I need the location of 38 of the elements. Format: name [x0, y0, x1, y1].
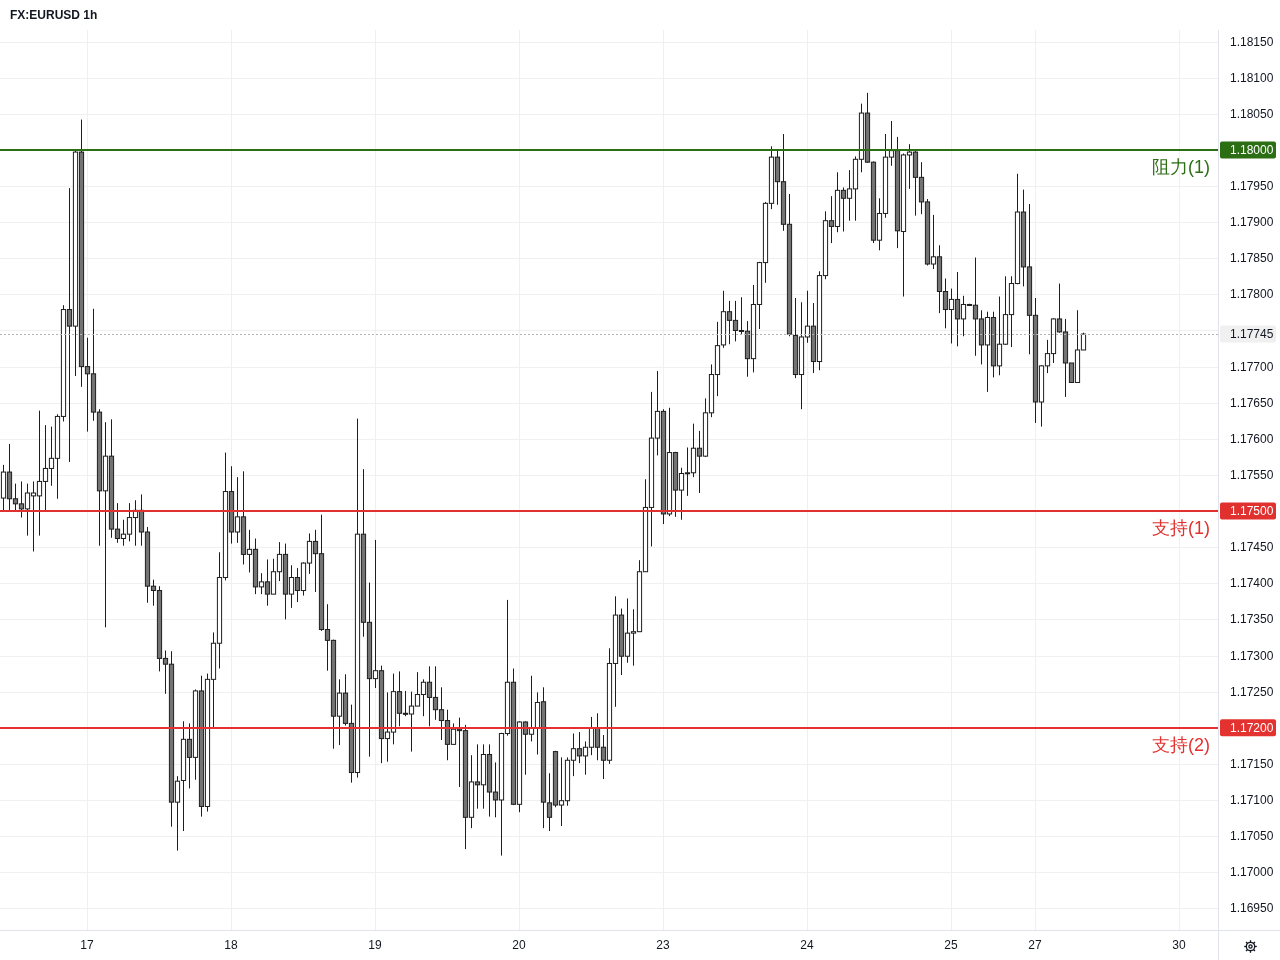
- y-tick-label: 1.17400: [1230, 576, 1274, 591]
- y-tick-label: 1.17150: [1230, 756, 1274, 771]
- y-tick-label: 1.17700: [1230, 359, 1274, 374]
- y-tick-label: 1.17745: [1230, 327, 1274, 342]
- x-tick-label: 18: [224, 938, 238, 952]
- y-tick-label: 1.17450: [1230, 540, 1274, 555]
- x-tick-label: 24: [800, 938, 814, 952]
- x-tick-label: 17: [80, 938, 94, 952]
- y-tick-label: 1.17350: [1230, 612, 1274, 627]
- x-tick-label: 23: [656, 938, 670, 952]
- y-tick-label: 1.17550: [1230, 467, 1274, 482]
- y-tick-label: 1.16950: [1230, 901, 1274, 916]
- x-tick-label: 27: [1028, 938, 1042, 952]
- y-tick-label: 1.18050: [1230, 106, 1274, 121]
- reference-label: 支持(2): [1152, 734, 1210, 755]
- x-tick-label: 19: [368, 938, 382, 952]
- y-tick-label: 1.17300: [1230, 648, 1274, 663]
- title: FX:EURUSD 1h: [10, 8, 98, 22]
- y-tick-label: 1.17250: [1230, 684, 1274, 699]
- reference-label: 阻力(1): [1152, 156, 1210, 177]
- x-tick-label: 20: [512, 938, 526, 952]
- y-tick-label: 1.17800: [1230, 287, 1274, 302]
- y-tick-label: 1.17050: [1230, 829, 1274, 844]
- y-tick-label: 1.17100: [1230, 793, 1274, 807]
- y-tick-label: 1.17650: [1230, 395, 1274, 410]
- y-tick-label: 1.17600: [1230, 431, 1274, 446]
- y-tick-label: 1.17000: [1230, 865, 1274, 880]
- y-tick-label: 1.17950: [1230, 179, 1274, 193]
- y-tick-label: 1.17850: [1230, 251, 1274, 266]
- x-tick-label: 30: [1172, 938, 1186, 952]
- y-tick-label: 1.18000: [1230, 142, 1274, 157]
- y-tick-label: 1.17900: [1230, 215, 1274, 230]
- x-tick-label: 25: [944, 938, 958, 952]
- y-tick-label: 1.17200: [1230, 720, 1274, 735]
- reference-label: 支持(1): [1152, 518, 1210, 539]
- y-tick-label: 1.18150: [1230, 34, 1274, 49]
- y-tick-label: 1.17500: [1230, 504, 1274, 519]
- y-tick-label: 1.18100: [1230, 70, 1274, 85]
